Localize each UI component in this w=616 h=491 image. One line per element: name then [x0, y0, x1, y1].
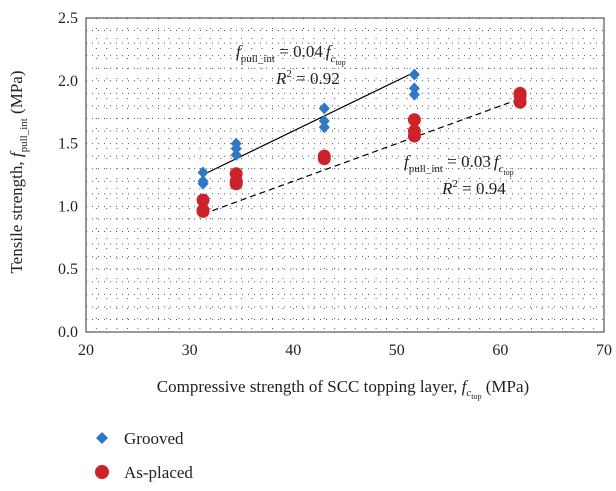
x-tick-label: 70: [596, 342, 612, 359]
point-grooved: [408, 82, 420, 95]
grooved-equation-line1: fpull_int = 0.04 fctop: [236, 42, 346, 67]
as-placed-r2: R2 = 0.94: [441, 178, 506, 198]
legend-label-as-placed: As-placed: [124, 463, 193, 482]
point-grooved: [230, 148, 242, 161]
x-tick-label: 50: [389, 342, 405, 359]
point-grooved: [318, 102, 330, 115]
x-tick-label: 20: [78, 342, 94, 359]
legend-label-grooved: Grooved: [124, 429, 184, 448]
y-tick-label: 1.5: [58, 136, 78, 153]
x-tick-label: 60: [492, 342, 508, 359]
point-grooved: [230, 142, 242, 155]
point-grooved: [408, 68, 420, 81]
plot-frame: [85, 17, 605, 333]
as-placed-equation-line1: fpull_int = 0.03 fctop: [404, 152, 514, 177]
point-grooved: [197, 166, 209, 179]
trendline-as-placed: [202, 98, 521, 215]
point-as-placed: [513, 95, 527, 109]
grooved-r2: R2 = 0.92: [275, 68, 340, 88]
point-as-placed: [407, 113, 421, 127]
point-as-placed: [196, 193, 210, 207]
point-grooved: [318, 114, 330, 127]
y-tick-label: 0.5: [58, 261, 78, 278]
point-as-placed: [407, 129, 421, 143]
legend-marker-as-placed: [95, 465, 109, 479]
legend-marker-grooved: [96, 432, 108, 444]
x-axis-title: Compressive strength of SCC topping laye…: [157, 377, 529, 401]
legend: Grooved As-placed: [95, 429, 193, 482]
y-tick-label: 2.5: [58, 10, 78, 27]
point-grooved: [408, 88, 420, 101]
data-points: [196, 68, 527, 218]
tick-labels: 20 30 40 50 60 70 0.0 0.5 1.0 1.5 2.0 2.5: [58, 10, 612, 359]
grooved-equation: fpull_int = 0.04 fctop R2 = 0.92: [236, 42, 346, 88]
point-as-placed: [196, 204, 210, 218]
y-tick-label: 1.0: [58, 198, 78, 215]
as-placed-equation: fpull_int = 0.03 fctop R2 = 0.94: [404, 152, 514, 198]
point-grooved: [318, 121, 330, 134]
y-axis-title: Tensile strength, fpull_int (MPa): [7, 70, 30, 273]
legend-item-as-placed: As-placed: [95, 463, 193, 482]
point-as-placed: [317, 152, 331, 166]
y-tick-label: 0.0: [58, 324, 78, 341]
point-as-placed: [229, 177, 243, 191]
legend-item-grooved: Grooved: [96, 429, 184, 448]
x-tick-label: 30: [182, 342, 198, 359]
x-tick-label: 40: [285, 342, 301, 359]
y-tick-label: 2.0: [58, 73, 78, 90]
point-grooved: [197, 177, 209, 190]
